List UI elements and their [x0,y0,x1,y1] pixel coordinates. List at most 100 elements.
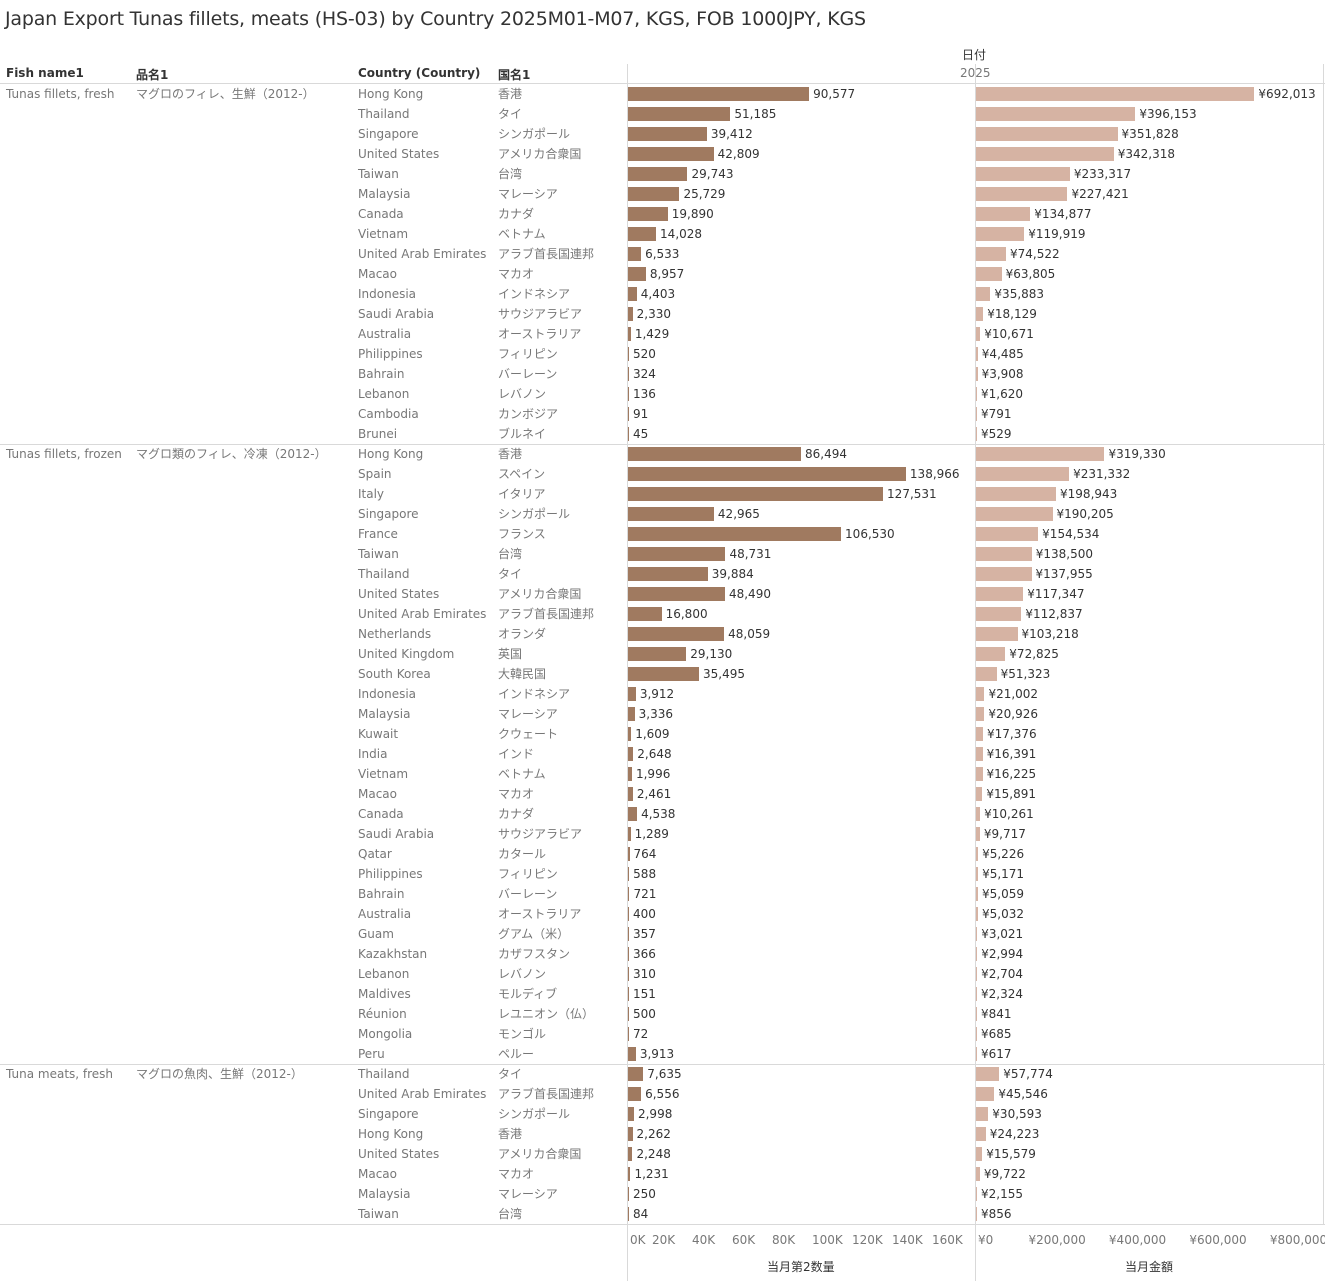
quantity-label: 14,028 [660,227,703,241]
quantity-bar [628,567,708,581]
quantity-bar [628,227,657,241]
value-label: ¥35,883 [994,287,1045,301]
country-jp-cell: 台湾 [498,1207,523,1221]
value-bar [976,407,977,421]
quantity-bar [628,747,634,761]
quantity-bar [628,1207,629,1221]
value-bar [976,907,979,921]
value-label: ¥5,032 [982,907,1025,921]
country-jp-cell: アメリカ合衆国 [498,587,582,601]
quantity-bar [628,807,638,821]
quantity-bar [628,627,725,641]
country-cell: Maldives [358,987,411,1001]
value-bar [976,267,1002,281]
value-label: ¥138,500 [1035,547,1093,561]
fish-name-cell: Tuna meats, fresh [6,1067,114,1081]
country-cell: United Arab Emirates [358,1087,487,1101]
country-cell: Kuwait [358,727,399,741]
value-bar [976,627,1018,641]
quantity-bar [628,927,629,941]
value-bar [976,1087,995,1101]
quantity-tick-label: 0K [630,1233,646,1247]
value-bar [976,387,977,401]
quantity-bar [628,1107,634,1121]
country-jp-cell: 台湾 [498,167,523,181]
quantity-label: 151 [633,987,656,1001]
value-bar [976,427,977,441]
item-name-cell: マグロ類のフィレ、冷凍（2012-） [136,447,327,461]
quantity-bar [628,847,630,861]
quantity-bar [628,1067,644,1081]
country-cell: Taiwan [358,167,399,181]
quantity-bar [628,1027,629,1041]
country-cell: Macao [358,267,397,281]
quantity-label: 48,490 [728,587,771,601]
value-label: ¥117,347 [1027,587,1085,601]
value-label: ¥112,837 [1025,607,1083,621]
country-jp-cell: アメリカ合衆国 [498,1147,582,1161]
quantity-label: 8,957 [649,267,685,281]
country-cell: United Arab Emirates [358,247,487,261]
country-jp-cell: フランス [498,527,546,541]
value-label: ¥16,225 [986,767,1037,781]
country-jp-cell: フィリピン [498,867,558,881]
value-bar [976,1127,986,1141]
value-label: ¥233,317 [1073,167,1132,181]
quantity-label: 250 [633,1187,656,1201]
quantity-label: 39,412 [710,127,753,141]
country-jp-header: 国名1 [498,68,531,82]
country-cell: Thailand [358,107,410,121]
value-bar [976,827,980,841]
quantity-label: 500 [633,1007,656,1021]
value-label: ¥15,891 [986,787,1037,801]
item-name-cell: マグロのフィレ、生鮮（2012-） [136,87,315,101]
country-cell: Philippines [358,867,423,881]
country-cell: United States [358,1147,440,1161]
fish-name-header: Fish name1 [6,66,84,80]
value-bar [976,287,991,301]
value-bar [976,487,1057,501]
country-jp-cell: カナダ [498,807,535,821]
country-cell: Hong Kong [358,1127,424,1141]
country-jp-cell: バーレーン [498,367,558,381]
quantity-label: 35,495 [702,667,745,681]
country-jp-cell: ブルネイ [498,427,547,441]
quantity-bar [628,787,633,801]
country-cell: Cambodia [358,407,419,421]
country-jp-cell: アラブ首長国連邦 [498,607,595,621]
quantity-bar [628,187,680,201]
value-bar [976,547,1032,561]
quantity-label: 520 [633,347,656,361]
quantity-bar [628,207,668,221]
country-jp-cell: マレーシア [498,1187,558,1201]
value-label: ¥529 [981,427,1012,441]
quantity-bar [628,507,714,521]
quantity-label: 90,577 [813,87,856,101]
quantity-label: 106,530 [845,527,895,541]
quantity-bar [628,827,631,841]
country-cell: Kazakhstan [358,947,428,961]
quantity-bar [628,767,632,781]
value-label: ¥10,671 [984,327,1034,341]
value-bar [976,327,981,341]
quantity-label: 127,531 [887,487,937,501]
quantity-label: 91 [633,407,649,421]
quantity-label: 2,262 [636,1127,671,1141]
quantity-bar [628,1187,629,1201]
quantity-label: 16,800 [665,607,708,621]
quantity-label: 86,494 [804,447,847,461]
country-jp-cell: マカオ [498,787,535,801]
value-bar [976,307,984,321]
quantity-bar [628,667,699,681]
quantity-bar [628,527,842,541]
value-bar [976,1067,1000,1081]
country-jp-cell: イタリア [498,487,546,501]
value-bar [976,767,983,781]
quantity-label: 1,231 [634,1167,669,1181]
value-bar [976,147,1114,161]
country-cell: Réunion [358,1007,407,1021]
country-cell: Netherlands [358,627,432,641]
value-bar [976,207,1031,221]
group-divider [0,1224,1325,1225]
quantity-bar [628,607,662,621]
